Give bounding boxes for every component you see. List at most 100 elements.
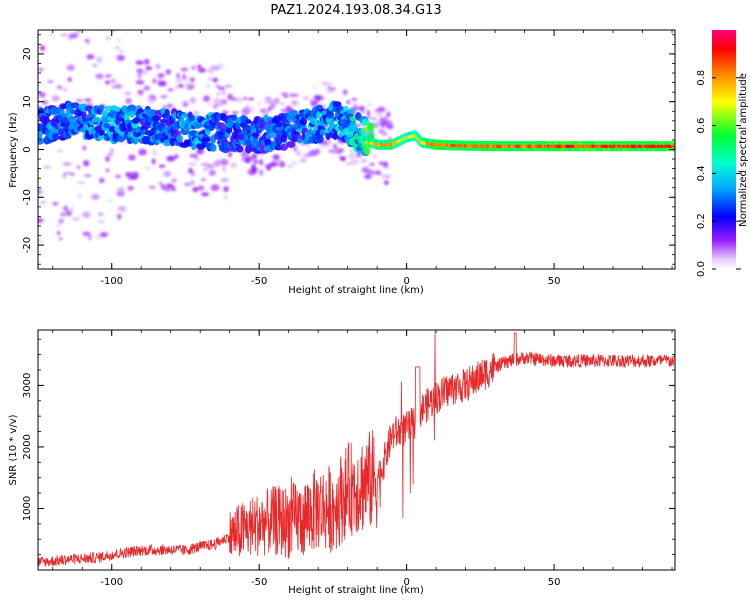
- spectrogram-cell: [364, 174, 372, 180]
- spectrogram-cell: [210, 65, 219, 69]
- spectrogram-cell: [165, 72, 171, 75]
- spectrogram-cell: [136, 68, 144, 73]
- spectrogram-cell: [158, 164, 166, 168]
- spectrogram-cell: [39, 12, 46, 18]
- spectrogram-cell: [65, 172, 73, 175]
- spectrogram-cell: [361, 110, 365, 114]
- spectrogram-cell: [151, 158, 156, 165]
- spectrogram-cell: [386, 111, 391, 118]
- spectrogram-cell: [373, 111, 381, 115]
- spectrogram-cell: [346, 130, 353, 138]
- spectrogram-cell: [145, 66, 153, 71]
- spectrogram-cell: [128, 110, 135, 118]
- spectrogram-cell: [291, 93, 299, 98]
- spectrogram-cell: [196, 148, 205, 155]
- spectrogram-cell: [41, 100, 49, 105]
- spectrogram-cell: [174, 84, 179, 91]
- spectrogram-cell: [374, 109, 381, 112]
- spectrogram-cell: [51, 16, 54, 20]
- spectrogram-cell: [210, 184, 220, 192]
- spectrogram-cell: [313, 94, 322, 101]
- spectrogram-cell: [373, 154, 378, 160]
- colorbar-tick-label: 0.6: [696, 118, 707, 134]
- colorbar-gradient: [712, 30, 736, 269]
- spectrogram-cell: [176, 72, 181, 79]
- spectrogram-cell: [264, 139, 272, 146]
- spectrogram-cell: [342, 89, 348, 96]
- spectrogram-cell: [208, 169, 216, 176]
- spectrogram-cell: [56, 224, 60, 229]
- spectrogram-x-tick-label: 50: [548, 276, 561, 287]
- spectrogram-cell: [75, 30, 81, 35]
- spectrogram-cell: [192, 157, 201, 161]
- spectrogram-cell: [189, 77, 195, 83]
- spectrogram-cell: [82, 211, 91, 219]
- spectrogram-cell: [183, 82, 193, 86]
- spectrogram-cell: [144, 166, 151, 170]
- spectrogram-cell: [97, 212, 104, 217]
- spectrogram-cell: [306, 144, 311, 149]
- spectrogram-cell: [174, 153, 179, 159]
- spectrogram-cell: [326, 141, 331, 148]
- spectrogram-cell: [280, 92, 289, 96]
- spectrogram-cell: [114, 106, 121, 112]
- spectrogram-cell: [231, 111, 239, 114]
- spectrogram-cell: [163, 139, 172, 147]
- spectrogram-cell: [222, 165, 226, 173]
- spectrogram-cell: [248, 97, 255, 101]
- snr-x-tick-label: 50: [548, 577, 561, 588]
- spectrogram-cell: [137, 90, 144, 93]
- spectrogram-cell: [177, 83, 184, 88]
- spectrogram-cell: [59, 212, 67, 217]
- snr-x-axis-label: Height of straight line (km): [288, 585, 424, 596]
- spectrogram-cell: [220, 177, 229, 183]
- spectrogram-cell: [77, 181, 86, 184]
- snr-y-tick-label: 2000: [22, 434, 33, 459]
- spectrogram-cell: [127, 154, 136, 161]
- spectrogram-cell: [380, 124, 386, 128]
- spectrogram-cell: [38, 188, 43, 196]
- spectrogram-cell: [43, 165, 52, 169]
- spectrogram-cell: [217, 63, 224, 69]
- spectrogram-cell: [262, 109, 269, 116]
- spectrogram-cell: [321, 81, 330, 86]
- spectrogram-cell: [327, 88, 334, 94]
- spectrogram-cell: [51, 95, 60, 102]
- spectrogram-cell: [297, 137, 303, 144]
- spectrogram-cell: [360, 127, 367, 135]
- spectrogram-cell: [99, 177, 105, 184]
- spectrogram-cell: [252, 159, 260, 164]
- spectrogram-cell: [117, 36, 121, 44]
- spectrogram-cell: [97, 135, 106, 140]
- spectrogram-cell: [38, 217, 44, 223]
- spectrogram-cell: [333, 143, 337, 149]
- spectrogram-cell: [135, 60, 144, 65]
- spectrogram-cell: [215, 84, 220, 88]
- spectrogram-cell: [105, 36, 111, 40]
- spectrogram-cell: [97, 30, 101, 31]
- spectrogram-cell: [155, 63, 161, 70]
- spectrogram-x-ticks: -100 -50 0 50: [52, 30, 673, 287]
- spectrogram-cell: [69, 9, 76, 14]
- spectrogram-cell: [101, 17, 107, 22]
- spectrogram-cell: [165, 69, 172, 74]
- spectrogram-cell: [192, 187, 199, 193]
- snr-y-axis-label: SNR (10 * v/v): [8, 414, 19, 485]
- spectrogram-cell: [672, 144, 675, 149]
- spectrogram-cell: [280, 109, 289, 112]
- spectrogram-cell: [175, 77, 183, 84]
- spectrogram-cell: [69, 33, 78, 39]
- spectrogram-cell: [379, 106, 383, 113]
- colorbar: 0.0 0.2 0.4 0.6 0.8 Normalized spectral ampl…: [696, 30, 749, 277]
- spectrogram-cell: [207, 101, 212, 108]
- spectrogram-cell: [143, 85, 151, 91]
- spectrogram-cell: [378, 129, 386, 134]
- spectrogram-cell: [349, 152, 357, 159]
- spectrogram-cell: [189, 97, 197, 104]
- spectrogram-cell: [351, 124, 358, 133]
- spectrogram-cell: [382, 132, 389, 136]
- spectrogram-cell: [43, 10, 51, 14]
- spectrogram-cell: [48, 32, 55, 37]
- spectrogram-cell: [117, 213, 122, 220]
